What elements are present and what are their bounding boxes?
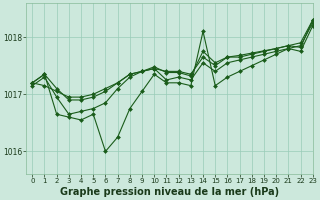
X-axis label: Graphe pression niveau de la mer (hPa): Graphe pression niveau de la mer (hPa) (60, 187, 279, 197)
